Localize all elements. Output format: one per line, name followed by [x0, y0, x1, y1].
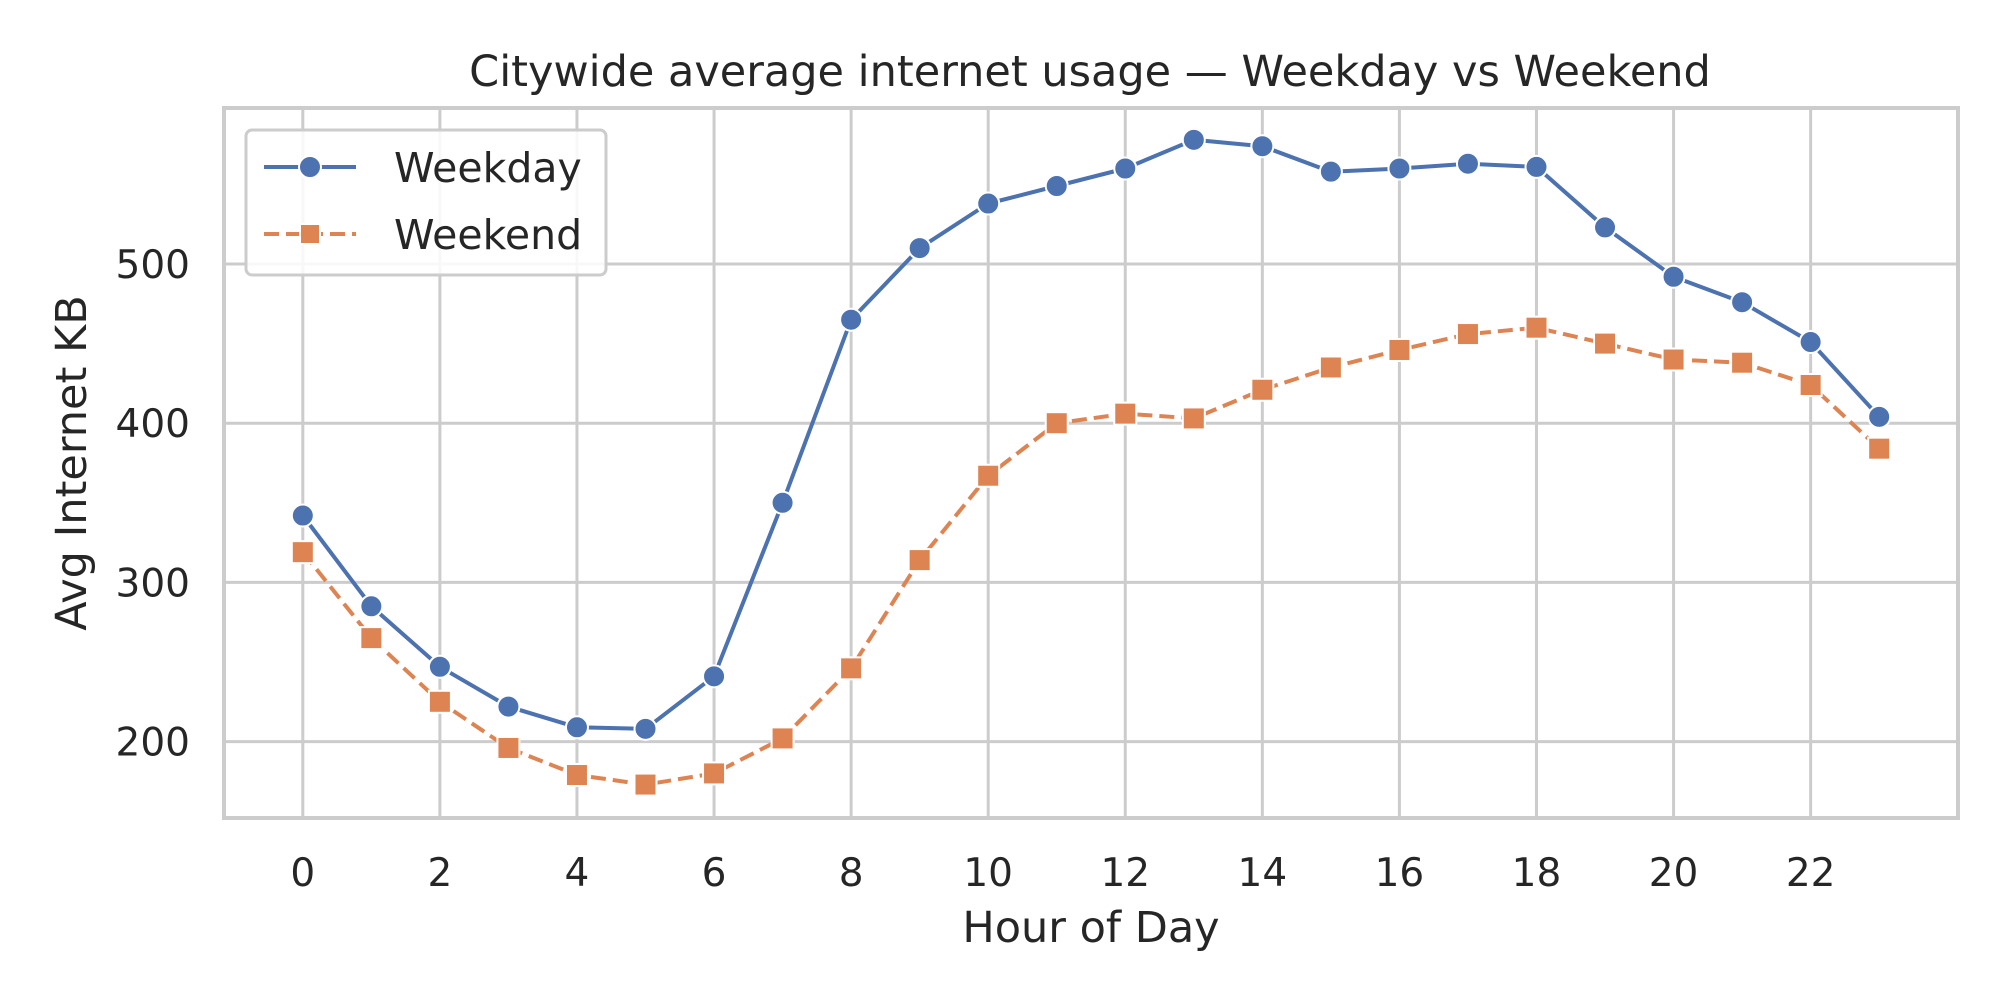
x-tick-label: 0	[290, 851, 315, 896]
x-tick-label: 18	[1512, 851, 1562, 896]
data-point-weekend	[1661, 347, 1686, 372]
y-tick-label: 300	[116, 561, 190, 606]
data-point-weekend	[1524, 315, 1549, 340]
chart-title: Citywide average internet usage — Weekda…	[469, 47, 1711, 97]
data-point-weekend	[1387, 337, 1412, 362]
legend-weekend-label: Weekend	[394, 211, 582, 259]
data-point-weekday	[1593, 215, 1618, 240]
x-tick-label: 16	[1375, 851, 1425, 896]
x-tick-label: 2	[427, 851, 452, 896]
data-point-weekend	[564, 763, 589, 788]
data-point-weekday	[290, 503, 315, 528]
data-point-weekday	[496, 694, 521, 719]
y-axis-label: Avg Internet KB	[47, 295, 97, 630]
data-point-weekend	[1867, 436, 1892, 461]
y-tick-labels: 200 300 400 500	[116, 243, 190, 766]
data-point-weekend	[770, 726, 795, 751]
data-point-weekend	[839, 656, 864, 681]
data-point-weekday	[564, 715, 589, 740]
data-point-weekday	[702, 664, 727, 689]
x-tick-label: 4	[565, 851, 590, 896]
data-point-weekend	[1455, 322, 1480, 347]
data-point-weekday	[770, 490, 795, 515]
x-axis-label: Hour of Day	[962, 903, 1219, 953]
y-tick-label: 200	[116, 721, 190, 766]
data-point-weekend	[1113, 401, 1138, 426]
data-point-weekend	[976, 463, 1001, 488]
data-point-weekend	[290, 540, 315, 565]
series-weekday	[290, 127, 1892, 741]
data-point-weekday	[1113, 156, 1138, 181]
x-tick-label: 12	[1100, 851, 1150, 896]
x-tick-label: 14	[1238, 851, 1288, 896]
data-point-weekend	[1798, 372, 1823, 397]
legend: Weekday Weekend	[244, 128, 608, 277]
series-weekend	[290, 315, 1892, 797]
data-point-weekend	[702, 761, 727, 786]
data-point-weekday	[1387, 156, 1412, 181]
data-point-weekday	[976, 191, 1001, 216]
data-point-weekday	[1524, 154, 1549, 179]
x-tick-labels: 0 2 4 6 8 10 12 14 16 18 20 22	[290, 851, 1835, 896]
x-tick-label: 6	[702, 851, 727, 896]
legend-weekday-marker	[298, 155, 322, 179]
data-point-weekday	[1867, 404, 1892, 429]
data-point-weekday	[1250, 134, 1275, 159]
data-point-weekday	[1044, 174, 1069, 199]
x-tick-label: 8	[839, 851, 864, 896]
data-point-weekday	[1181, 127, 1206, 152]
data-point-weekend	[1730, 350, 1755, 375]
data-point-weekend	[1593, 331, 1618, 356]
x-tick-label: 20	[1649, 851, 1699, 896]
grid-lines	[224, 108, 1958, 818]
data-point-weekday	[907, 236, 932, 261]
data-point-weekend	[496, 735, 521, 760]
plot-frame	[222, 106, 1960, 820]
data-point-weekday	[359, 594, 384, 619]
y-tick-label: 500	[116, 243, 190, 288]
data-point-weekend	[427, 689, 452, 714]
series-layer	[290, 127, 1892, 797]
y-tick-label: 400	[116, 402, 190, 447]
data-point-weekend	[1250, 377, 1275, 402]
data-point-weekend	[1044, 411, 1069, 436]
data-point-weekday	[633, 716, 658, 741]
data-point-weekend	[907, 548, 932, 573]
legend-weekend-marker	[299, 223, 321, 245]
data-point-weekday	[1455, 151, 1480, 176]
x-tick-label: 22	[1786, 851, 1836, 896]
data-point-weekday	[1318, 159, 1343, 184]
data-point-weekday	[1730, 290, 1755, 315]
data-point-weekday	[1661, 264, 1686, 289]
data-point-weekend	[633, 772, 658, 797]
data-point-weekend	[359, 626, 384, 651]
data-point-weekday	[1798, 330, 1823, 355]
data-point-weekday	[839, 307, 864, 332]
x-tick-label: 10	[963, 851, 1013, 896]
data-point-weekday	[427, 654, 452, 679]
legend-weekday-label: Weekday	[394, 144, 582, 192]
data-point-weekend	[1318, 355, 1343, 380]
data-point-weekend	[1181, 406, 1206, 431]
